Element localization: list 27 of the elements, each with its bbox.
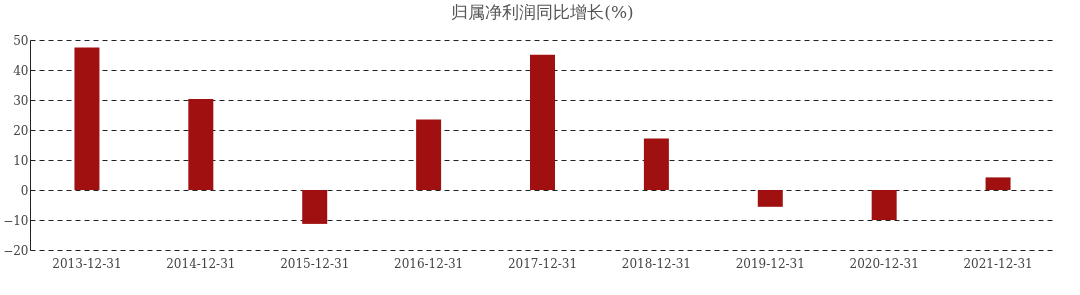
x-tick-label: 2017-12-31 xyxy=(507,256,578,271)
y-tick-label: −10 xyxy=(3,213,29,228)
bar xyxy=(188,99,214,190)
x-tick-label: 2013-12-31 xyxy=(52,256,122,271)
y-tick-label: 0 xyxy=(20,183,29,198)
x-tick-label: 2015-12-31 xyxy=(280,256,350,271)
bar xyxy=(74,47,100,190)
bar xyxy=(530,54,555,190)
y-tick-label: 20 xyxy=(13,123,29,138)
bar xyxy=(643,138,669,190)
y-tick-label: 40 xyxy=(13,63,29,78)
bar xyxy=(985,177,1011,190)
bar xyxy=(757,190,783,207)
bar xyxy=(871,190,897,220)
y-tick-label: 10 xyxy=(13,153,29,168)
x-tick-label: 2020-12-31 xyxy=(849,256,919,271)
x-tick-label: 2014-12-31 xyxy=(166,256,236,271)
y-tick-label: 50 xyxy=(13,33,29,48)
bar xyxy=(416,119,442,190)
bar xyxy=(302,190,328,224)
x-tick-label: 2018-12-31 xyxy=(621,256,691,271)
y-tick-label: 30 xyxy=(13,93,29,108)
x-tick-label: 2019-12-31 xyxy=(735,256,805,271)
y-tick-label: −20 xyxy=(3,243,29,258)
x-tick-label: 2021-12-31 xyxy=(963,256,1033,271)
x-tick-label: 2016-12-31 xyxy=(394,256,464,271)
chart-title: 归属净利润同比增长(%) xyxy=(451,2,634,22)
